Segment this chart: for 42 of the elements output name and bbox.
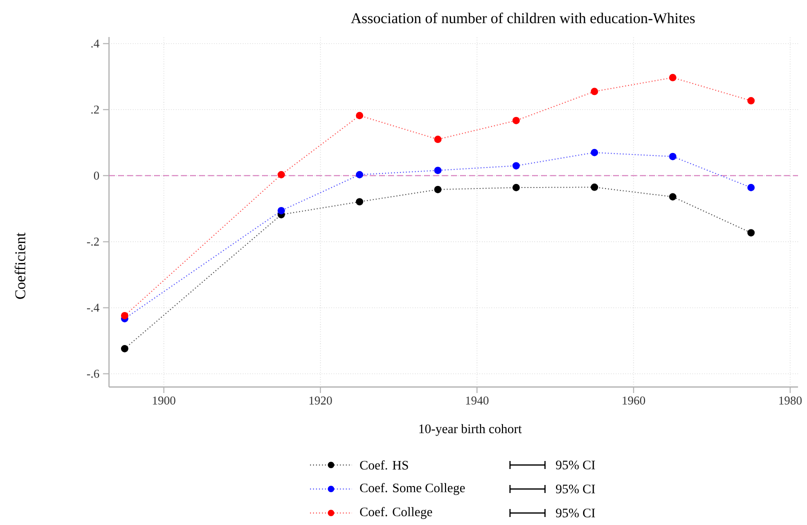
point bbox=[278, 206, 285, 214]
y-tick-label: -.6 bbox=[86, 370, 100, 378]
point bbox=[669, 74, 676, 82]
point bbox=[669, 152, 676, 160]
point bbox=[512, 184, 520, 192]
y-tick-label: -.2 bbox=[86, 238, 99, 246]
point bbox=[590, 148, 598, 156]
point bbox=[434, 166, 442, 174]
chart-title: Association of number of children with education-Whites bbox=[350, 12, 695, 24]
point bbox=[120, 312, 128, 320]
text: 95% CI bbox=[556, 484, 595, 494]
y-axis-title: Coefficient bbox=[14, 232, 26, 299]
y-tick-label: .4 bbox=[91, 40, 100, 48]
text: 95% CI bbox=[556, 460, 595, 470]
x-tick-label: 1940 bbox=[466, 396, 488, 405]
point bbox=[120, 344, 128, 352]
x-tick-label: 1960 bbox=[622, 396, 646, 405]
legend-label: Coef. HS bbox=[360, 460, 408, 470]
x-axis-title: 10-year birth cohort bbox=[419, 424, 522, 436]
text: 95% CI bbox=[556, 508, 595, 518]
point bbox=[356, 112, 364, 120]
point bbox=[434, 136, 442, 144]
point bbox=[356, 170, 364, 178]
legend-label: Coef. Some College bbox=[360, 483, 465, 495]
x-tick-label: 1980 bbox=[779, 396, 802, 405]
point bbox=[512, 116, 520, 124]
point bbox=[590, 184, 598, 191]
y-tick-label: -.4 bbox=[86, 304, 100, 312]
point bbox=[747, 97, 755, 104]
y-tick-label: 0 bbox=[94, 172, 100, 180]
x-tick-label: 1900 bbox=[152, 396, 176, 405]
legend-label: Coef. College bbox=[360, 507, 432, 519]
point bbox=[434, 186, 442, 194]
point bbox=[278, 170, 285, 178]
point bbox=[356, 198, 364, 206]
point bbox=[512, 162, 520, 170]
y-tick-label: .2 bbox=[91, 106, 99, 114]
point bbox=[747, 184, 755, 192]
point bbox=[669, 193, 676, 200]
point bbox=[747, 229, 755, 236]
x-tick-label: 1920 bbox=[310, 396, 332, 405]
point bbox=[590, 88, 598, 96]
